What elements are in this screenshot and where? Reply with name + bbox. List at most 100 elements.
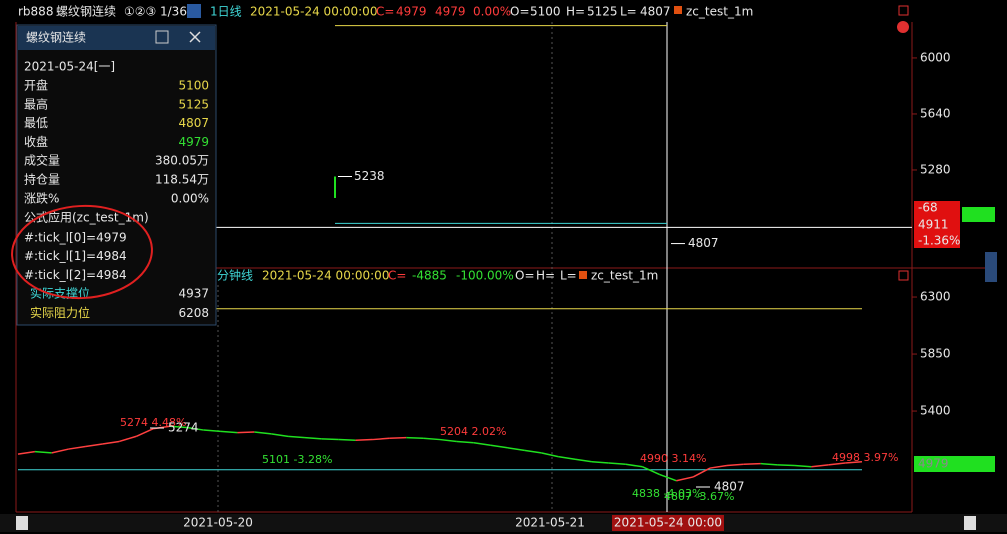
formula-icon [579,271,587,279]
tag-change: -68 [918,201,938,215]
high-label: 5238 [354,169,385,183]
y-tick-label: 5280 [920,162,951,176]
tag-percent: -1.36% [918,234,960,248]
price-segment [288,435,306,439]
header-change: 0.00% [473,5,511,19]
price-segment [726,463,744,467]
price-segment [254,431,272,435]
scroll-left[interactable] [16,516,28,530]
row-label: 涨跌% [24,190,59,205]
header-page: 1/36 [160,5,187,19]
price-segment [321,438,339,441]
header-close-prev: 4979 [435,5,466,19]
header-open: 5100 [530,5,561,19]
y-tick-label: 5640 [920,106,951,120]
lower-header-o-label: O= [515,269,535,283]
row-label: 最低 [24,116,48,130]
info-panel-titlebar [18,26,215,50]
lock-icon[interactable] [155,30,169,44]
lower-header-datetime: 2021-05-24 00:00:00 [262,269,389,283]
close-icon[interactable] [898,5,909,16]
row-value: 5125 [178,97,209,111]
side-tab[interactable] [985,252,997,282]
header-low: 4807 [640,5,671,19]
header-formula: zc_test_1m [686,5,753,19]
price-segment [186,426,204,431]
price-segment [659,473,677,482]
lower-header-formula: zc_test_1m [591,269,658,283]
header-high: 5125 [587,5,618,19]
header-period: 1日线 [210,5,242,19]
price-segment [406,436,424,440]
annotation: 4990 3.14% [640,452,706,465]
row-value: 4979 [178,135,209,149]
grid-icon[interactable] [187,4,201,18]
annotation: 4807 -3.67% [664,490,734,503]
y-tick-label: 6300 [920,290,951,304]
price-segment [524,449,542,454]
price-segment [507,447,525,452]
header-symbol: rb888 [18,5,53,19]
price-segment [490,444,508,449]
price-segment [51,448,69,454]
close-icon[interactable] [898,270,909,281]
hand-drawn-circle [11,204,153,300]
price-segment [304,436,322,440]
price-segment [676,476,694,482]
row-value: 4807 [178,116,209,130]
header-close: 4979 [396,5,427,19]
price-segment [372,437,390,441]
price-segment [456,440,474,444]
close-button[interactable] [189,31,201,43]
header-datetime: 2021-05-24 00:00:00 [250,5,377,19]
y-tick-label: 5850 [920,347,951,361]
row-label: 最高 [24,96,48,111]
scroll-right[interactable] [964,516,976,530]
price-segment [338,438,356,441]
row-label: 收盘 [24,134,48,149]
lower-header-l-label: L= [560,269,577,283]
price-segment [709,464,728,469]
price-segment [169,425,187,429]
price-segment [743,462,761,466]
cursor-date-box [612,515,724,531]
header-h-label: H= [566,5,585,19]
level-value: 6208 [178,306,209,320]
delete-icon[interactable] [897,21,909,33]
price-segment [794,464,812,468]
low-label: 4807 [688,236,719,250]
header-markers: ①②③ [124,5,156,19]
price-segment [760,462,778,466]
lower-header-change: -100.00% [456,269,514,283]
price-segment [34,450,52,454]
annotation: 4807 [714,480,745,494]
price-segment [237,431,255,434]
price-segment [85,443,103,448]
y-tick-label: 6000 [920,50,951,64]
lower-header-period: 分钟线 [217,268,253,283]
scrollbar [0,514,1007,532]
row-value: 0.00% [171,191,209,205]
annotation: 5274 4.48% [120,416,186,429]
price-segment [389,436,407,440]
row-value: 118.54万 [155,173,209,187]
row-label: 持仓量 [24,172,60,187]
panel-title: 螺纹钢连续 [26,30,86,45]
formula-line: #:tick_l[0]=4979 [24,231,127,245]
header-l-label: L= [620,5,637,19]
price-marker [962,207,995,222]
price-segment [17,450,35,455]
price-segment [574,458,593,463]
price-segment [135,428,154,438]
header-name: 螺纹钢连续 [56,4,116,19]
price-segment [271,433,289,438]
annotation: 4998 3.97% [832,451,898,464]
price-segment [473,441,491,447]
y-tick-label: 5400 [920,404,951,418]
formula-line: #:tick_l[2]=4984 [24,268,127,282]
price-segment [625,463,643,468]
price-segment [845,460,863,464]
lower-header-c-label: C= [388,269,406,283]
price-segment [355,438,373,441]
